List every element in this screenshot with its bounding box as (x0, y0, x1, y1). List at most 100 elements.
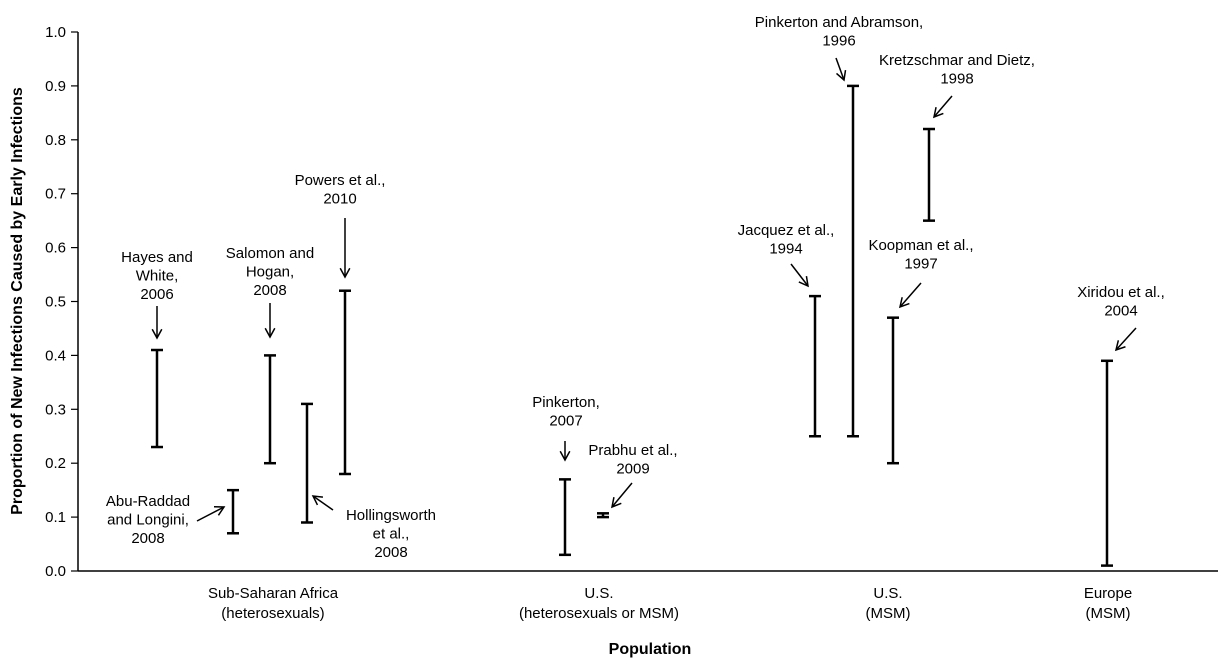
study-label-line: Prabhu et al., (588, 442, 677, 459)
study-label-line: 2008 (131, 530, 164, 547)
range-bar (339, 289, 351, 476)
study-label-line: 1997 (904, 256, 937, 273)
x-category-label-line: U.S. (873, 585, 902, 602)
study-label: Kretzschmar and Dietz, 1998 (879, 52, 1035, 88)
y-tick-label: 0.4 (45, 347, 66, 364)
annotation-arrow (835, 57, 847, 82)
arrow-head (264, 327, 276, 339)
range-bar (1101, 359, 1113, 567)
arrow-shaft (790, 263, 809, 287)
annotation-arrow (339, 218, 351, 279)
x-category-label: Europe (MSM) (1084, 585, 1132, 622)
arrow-head (798, 276, 809, 288)
annotation-arrow (264, 303, 276, 339)
range-bar (887, 316, 899, 465)
range-bar (809, 294, 821, 438)
study-label-line: Hayes and (121, 249, 193, 266)
y-tick-label: 0.3 (45, 401, 66, 418)
arrow-shaft (312, 495, 334, 511)
study-label-line: Kretzschmar and Dietz, (879, 52, 1035, 69)
range-bar (597, 512, 609, 519)
y-tick-label: 0.6 (45, 240, 66, 257)
range-bars (151, 84, 1113, 567)
arrow-head (213, 506, 226, 516)
arrow-head (898, 297, 910, 309)
study-label-line: 2008 (374, 544, 407, 561)
x-category-label-line: U.S. (584, 585, 613, 602)
arrow-head (835, 70, 847, 82)
study-label-line: Pinkerton, (532, 394, 600, 411)
study-label-line: Hogan, (246, 264, 294, 281)
study-label-line: Salomon and (226, 245, 314, 262)
annotation-arrow (559, 441, 571, 462)
study-label-line: 2007 (549, 413, 582, 430)
study-label: Powers et al., 2010 (295, 172, 386, 208)
study-label-line: 2010 (323, 191, 356, 208)
study-label: Pinkerton, 2007 (532, 394, 600, 430)
x-category-label-line: (MSM) (1086, 605, 1131, 622)
arrow-head (151, 328, 163, 340)
arrow-shaft (899, 282, 922, 308)
study-label-line: White, (136, 268, 179, 285)
study-label: Abu-Raddad and Longini, 2008 (106, 493, 190, 547)
axes (77, 32, 1218, 572)
study-label-line: and Longini, (107, 512, 189, 529)
range-bar (559, 478, 571, 557)
x-category-label-line: Europe (1084, 585, 1132, 602)
y-tick-label: 0.7 (45, 186, 66, 203)
study-label: Pinkerton and Abramson, 1996 (755, 14, 923, 50)
x-category-label: U.S. (heterosexuals or MSM) (519, 585, 679, 622)
annotation-arrow (151, 306, 163, 340)
arrow-head (311, 495, 324, 506)
study-label-line: 2006 (140, 286, 173, 303)
study-label-line: Abu-Raddad (106, 493, 190, 510)
annotation-arrow (898, 282, 922, 309)
x-category-label: Sub-Saharan Africa (heterosexuals) (208, 585, 339, 622)
arrow-head (932, 107, 944, 119)
y-tick-label: 0.8 (45, 132, 66, 149)
arrow-shaft (835, 57, 845, 81)
annotation-arrow (311, 495, 334, 511)
y-axis-title: Proportion of New Infections Caused by E… (9, 87, 26, 515)
y-tick-label: 0.2 (45, 455, 66, 472)
study-label: Salomon and Hogan, 2008 (226, 245, 314, 299)
study-label: Hayes and White, 2006 (121, 249, 193, 303)
study-label-line: 2008 (253, 282, 286, 299)
y-tick-label: 0.1 (45, 509, 66, 526)
annotation-arrow (790, 263, 809, 288)
x-category-label-line: Sub-Saharan Africa (208, 585, 339, 602)
y-ticks: 0.0 0.1 0.2 0.3 0.4 0.5 0.6 0.7 0.8 0.9 1.0 (45, 24, 78, 580)
x-category-labels: Sub-Saharan Africa (heterosexuals) U.S. (he… (208, 585, 1132, 622)
range-bar (847, 84, 859, 438)
study-label: Koopman et al., 1997 (868, 237, 973, 273)
x-axis-title: Population (609, 641, 692, 658)
arrow-head (559, 450, 571, 462)
x-category-label-line: (MSM) (866, 605, 911, 622)
arrow-head (610, 497, 622, 509)
x-category-label: U.S. (MSM) (866, 585, 911, 622)
range-bar (301, 402, 313, 524)
study-label: Prabhu et al., 2009 (588, 442, 677, 478)
study-label-line: et al., (373, 526, 410, 543)
range-bar (227, 488, 239, 535)
study-label-line: 1994 (769, 241, 802, 258)
y-tick-label: 0.0 (45, 563, 66, 580)
arrow-head (339, 267, 351, 279)
study-label-line: Pinkerton and Abramson, (755, 14, 923, 31)
annotation-arrow (1114, 327, 1137, 352)
x-category-label-line: (heterosexuals or MSM) (519, 605, 679, 622)
study-label-line: 2004 (1104, 303, 1137, 320)
y-tick-label: 0.5 (45, 294, 66, 311)
range-bar (151, 348, 163, 449)
study-label-line: Powers et al., (295, 172, 386, 189)
arrow-shaft (196, 506, 225, 522)
arrow-head (1114, 340, 1126, 352)
study-labels: Hayes and White, 2006 Abu-Raddad and Longini… (106, 14, 1165, 561)
x-category-label-line: (heterosexuals) (221, 605, 324, 622)
study-label: Jacquez et al., 1994 (738, 222, 835, 258)
annotation-arrow (196, 506, 226, 522)
arrow-shaft (933, 95, 953, 118)
y-tick-label: 0.9 (45, 78, 66, 95)
